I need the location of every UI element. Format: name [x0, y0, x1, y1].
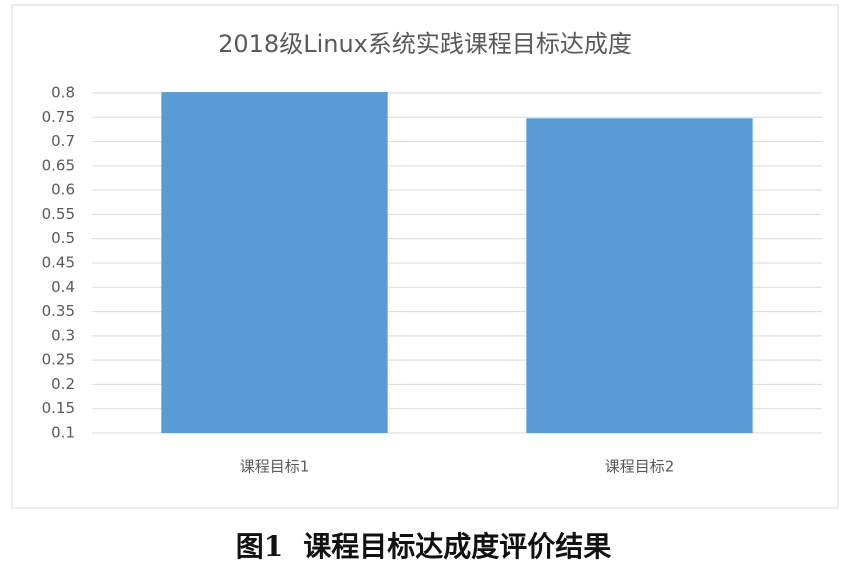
y-tick-label: 0.45: [42, 254, 75, 272]
y-tick-label: 0.4: [51, 278, 75, 296]
y-tick-label: 0.5: [51, 229, 75, 247]
y-tick-label: 0.35: [42, 302, 75, 320]
y-tick-label: 0.8: [51, 84, 75, 102]
bar: [526, 118, 753, 433]
bar: [161, 92, 388, 434]
y-tick-label: 0.1: [51, 424, 75, 442]
y-tick-label: 0.6: [51, 181, 75, 199]
y-tick-label: 0.55: [42, 205, 75, 223]
caption-text: 课程目标达成度评价结果: [303, 530, 612, 563]
y-tick-label: 0.75: [42, 108, 75, 126]
chart: 2018级Linux系统实践课程目标达成度 0.1 0.15 0.2 0.25 0.3 0…: [11, 4, 839, 509]
y-tick-label: 0.7: [51, 132, 75, 150]
x-tick-label: 课程目标2: [605, 458, 675, 476]
y-tick-label: 0.3: [51, 326, 75, 344]
y-tick-label: 0.2: [51, 375, 75, 393]
y-tick-label: 0.15: [42, 399, 75, 417]
figure-label: 图1: [235, 530, 284, 563]
y-tick-label: 0.65: [42, 156, 75, 174]
y-tick-label: 0.25: [42, 351, 75, 369]
x-tick-label: 课程目标1: [240, 458, 310, 476]
chart-title: 2018级Linux系统实践课程目标达成度: [218, 30, 632, 58]
figure-caption: 图1 课程目标达成度评价结果: [0, 525, 847, 565]
